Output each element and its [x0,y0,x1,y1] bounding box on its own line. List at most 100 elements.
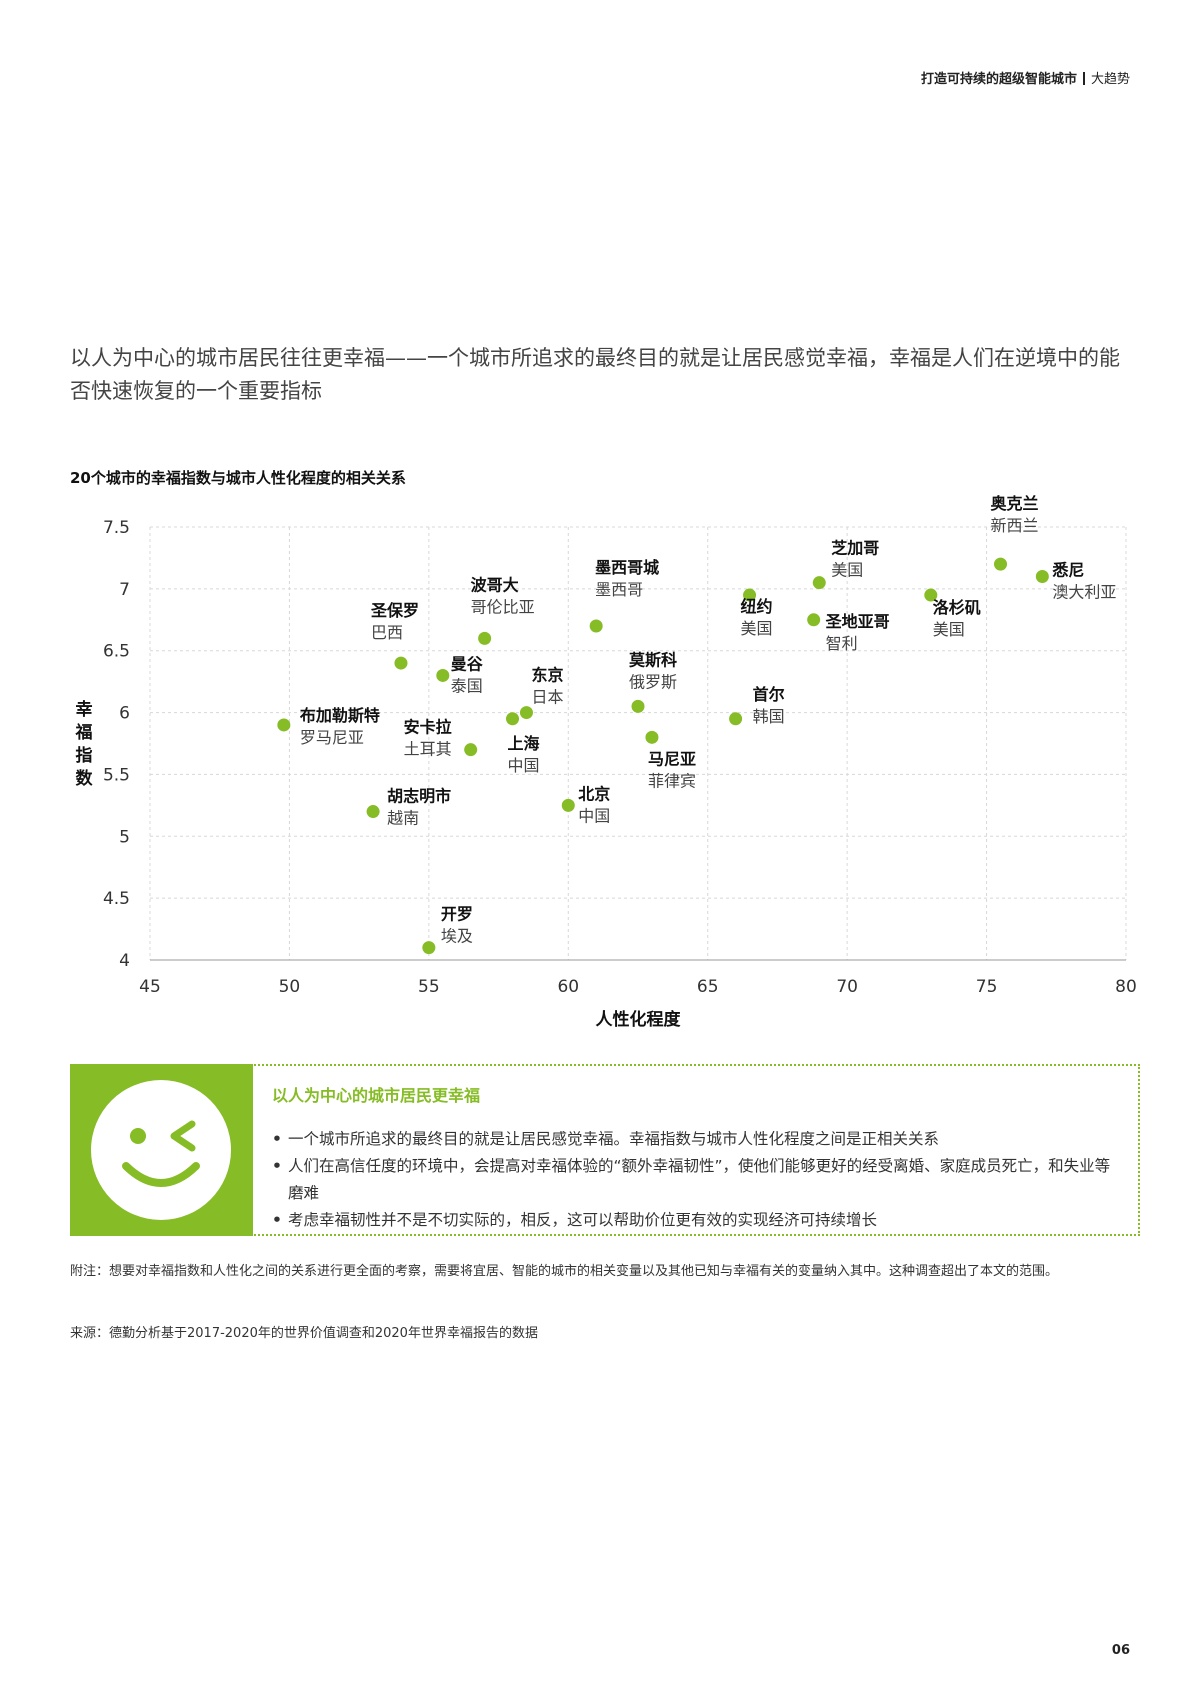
point-country-label: 俄罗斯 [629,672,677,691]
callout-bullet: • 考虑幸福韧性并不是不切实际的，相反，这可以帮助价位更有效的实现经济可持续增长 [272,1207,1118,1234]
bullet-text: 考虑幸福韧性并不是不切实际的，相反，这可以帮助价位更有效的实现经济可持续增长 [288,1211,878,1229]
point-country-label: 美国 [831,561,863,580]
point-country-label: 埃及 [441,927,473,946]
bullet-dot: • [272,1157,282,1175]
point-city-label: 布加勒斯特 [300,706,380,725]
bullet-dot: • [272,1130,282,1148]
point-city-label: 安卡拉 [404,718,452,737]
y-tick-label: 7 [119,580,130,600]
data-point [478,631,492,645]
point-country-label: 越南 [387,809,419,828]
point-city-label: 圣保罗 [370,601,419,620]
point-city-label: 胡志明市 [387,787,451,806]
point-country-label: 巴西 [371,623,403,642]
point-city-label: 东京 [531,666,563,685]
x-tick-label: 75 [976,977,998,997]
footnote: 附注：想要对幸福指数和人性化之间的关系进行更全面的考察，需要将宜居、智能的城市的… [70,1264,1059,1279]
y-tick-label: 4.5 [103,889,130,909]
smiley-wink-icon [91,1080,231,1220]
headline: 以人为中心的城市居民往往更幸福——一个城市所追求的最终目的就是让居民感觉幸福，幸… [70,346,1120,403]
point-city-label: 莫斯科 [628,650,677,669]
scatter-chart: 45 50 55 60 65 70 75 80 4 4.5 5 5.5 6 6.5 7 7.5 人性化程度 幸福指… [75,494,1137,1030]
point-city-label: 开罗 [441,905,473,924]
chart-title: 20个城市的幸福指数与城市人性化程度的相关关系 [70,469,406,487]
point-country-label: 中国 [508,756,540,775]
point-city-label: 马尼亚 [648,749,696,768]
data-point [812,576,826,590]
y-tick-label: 6 [119,704,130,724]
point-city-label: 悉尼 [1051,560,1084,579]
x-tick-label: 45 [139,977,161,997]
data-point [366,805,380,819]
point-country-label: 智利 [826,634,858,653]
callout-bullets: • 一个城市所追求的最终目的就是让居民感觉幸福。幸福指数与城市人性化程度之间是正相… [272,1126,1118,1234]
x-tick-label: 60 [557,977,579,997]
point-city-label: 波哥大 [471,575,519,594]
point-country-label: 澳大利亚 [1052,582,1116,601]
page-number: 06 [1111,1643,1130,1658]
data-point [807,613,821,627]
x-tick-label: 55 [418,977,440,997]
point-city-label: 芝加哥 [831,539,879,558]
point-country-label: 新西兰 [991,516,1039,535]
bullet-dot: • [272,1211,282,1229]
data-point [631,699,645,713]
data-point [589,619,603,633]
callout-title: 以人为中心的城市居民更幸福 [272,1086,481,1105]
point-city-label: 奥克兰 [991,494,1039,513]
data-point [394,656,408,670]
point-city-label: 上海 [508,734,540,753]
callout-bullet: • 人们在高信任度的环境中，会提高对幸福体验的“额外幸福韧性”，使他们能够更好的经… [272,1153,1118,1207]
y-axis-title-char: 幸 [76,699,93,720]
point-country-label: 墨西哥 [595,580,643,599]
point-country-label: 美国 [741,619,773,638]
x-axis-title: 人性化程度 [596,1009,682,1030]
bullet-text: 人们在高信任度的环境中，会提高对幸福体验的“额外幸福韧性”，使他们能够更好的经受… [288,1157,1111,1202]
point-country-label: 中国 [578,806,610,825]
callout-box: 以人为中心的城市居民更幸福 • 一个城市所追求的最终目的就是让居民感觉幸福。幸福指… [70,1064,1140,1236]
data-point [464,743,478,757]
point-city-label: 洛杉矶 [933,598,981,617]
data-point [994,557,1008,571]
data-point [1035,569,1049,583]
header-section: 大趋势 [1090,72,1130,87]
header-title: 打造可持续的超级智能城市 [920,72,1077,87]
x-tick-label: 70 [836,977,858,997]
point-city-label: 曼谷 [451,654,484,673]
bullet-text: 一个城市所追求的最终目的就是让居民感觉幸福。幸福指数与城市人性化程度之间是正相关… [288,1130,940,1148]
point-city-label: 北京 [578,784,610,803]
data-point [506,712,520,726]
y-tick-label: 6.5 [103,642,130,662]
point-city-label: 墨西哥城 [595,558,659,577]
data-point [645,730,659,744]
data-point [422,941,436,955]
y-axis-title-char: 指 [76,745,93,766]
page-header: 打造可持续的超级智能城市 大趋势 [921,68,1130,87]
point-country-label: 菲律宾 [648,771,696,790]
point-city-label: 纽约 [741,597,773,616]
y-tick-label: 4 [119,951,130,971]
data-point [924,588,938,602]
callout-icon-panel [70,1064,253,1236]
point-country-label: 韩国 [753,707,785,726]
callout-content: 以人为中心的城市居民更幸福 • 一个城市所追求的最终目的就是让居民感觉幸福。幸福指… [272,1082,1118,1234]
y-tick-label: 7.5 [103,518,130,538]
point-country-label: 美国 [933,620,965,639]
point-country-label: 哥伦比亚 [471,597,535,616]
data-point [436,668,450,682]
y-tick-label: 5 [119,827,130,847]
x-tick-label: 80 [1115,977,1137,997]
data-point [561,798,575,812]
header-divider [1082,72,1085,85]
y-tick-label: 5.5 [103,765,130,785]
point-country-label: 泰国 [451,676,483,695]
data-point [277,718,291,732]
point-city-label: 首尔 [753,685,785,704]
point-country-label: 土耳其 [404,740,452,759]
data-point [743,588,757,602]
callout-bullet: • 一个城市所追求的最终目的就是让居民感觉幸福。幸福指数与城市人性化程度之间是正相… [272,1126,1118,1153]
y-axis-title-char: 福 [75,722,93,743]
data-point [729,712,743,726]
point-country-label: 罗马尼亚 [300,728,364,747]
point-country-label: 日本 [531,688,563,707]
